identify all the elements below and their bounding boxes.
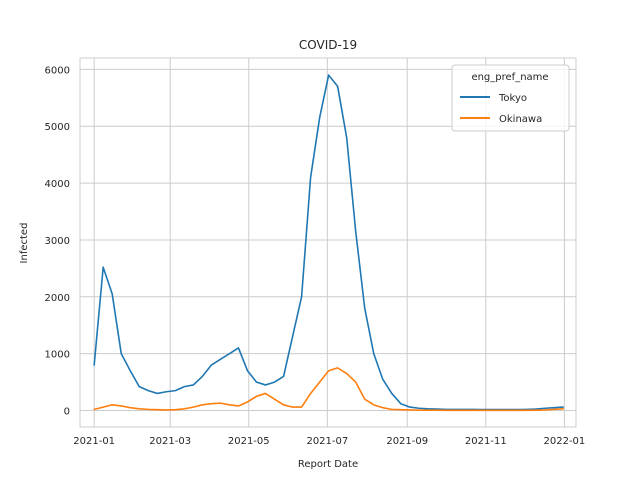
y-tick-label: 4000 <box>45 179 70 190</box>
legend-title: eng_pref_name <box>471 72 548 83</box>
y-tick-label: 1000 <box>45 350 70 361</box>
legend: eng_pref_name Tokyo Okinawa <box>451 64 570 132</box>
x-tick-label: 2021-09 <box>386 436 428 447</box>
x-tick-label: 2022-01 <box>544 436 586 447</box>
y-tick-label: 0 <box>64 407 70 418</box>
y-tick-label: 3000 <box>45 236 70 247</box>
legend-box <box>451 64 570 132</box>
x-axis-label: Report Date <box>298 459 358 470</box>
series-line-okinawa <box>93 367 564 412</box>
x-tick-label: 2021-03 <box>149 436 191 447</box>
y-tick-label: 2000 <box>45 293 70 304</box>
series-line-tokyo <box>93 74 564 411</box>
x-tick-label: 2021-11 <box>465 436 507 447</box>
x-tick-label: 2021-01 <box>73 436 115 447</box>
chart-title: COVID-19 <box>299 38 357 52</box>
y-axis-label: Infected <box>19 223 30 264</box>
y-tick-label: 6000 <box>45 65 70 76</box>
legend-label-okinawa: Okinawa <box>499 114 542 125</box>
series-layer <box>93 74 564 412</box>
legend-label-tokyo: Tokyo <box>498 93 527 104</box>
x-tick-label: 2021-07 <box>306 436 348 447</box>
y-axis-ticks: 0 1000 2000 3000 4000 5000 6000 <box>45 65 70 417</box>
y-tick-label: 5000 <box>45 122 70 133</box>
x-tick-label: 2021-05 <box>228 436 270 447</box>
x-axis-ticks: 2021-01 2021-03 2021-05 2021-07 2021-09 2021-… <box>73 436 585 447</box>
